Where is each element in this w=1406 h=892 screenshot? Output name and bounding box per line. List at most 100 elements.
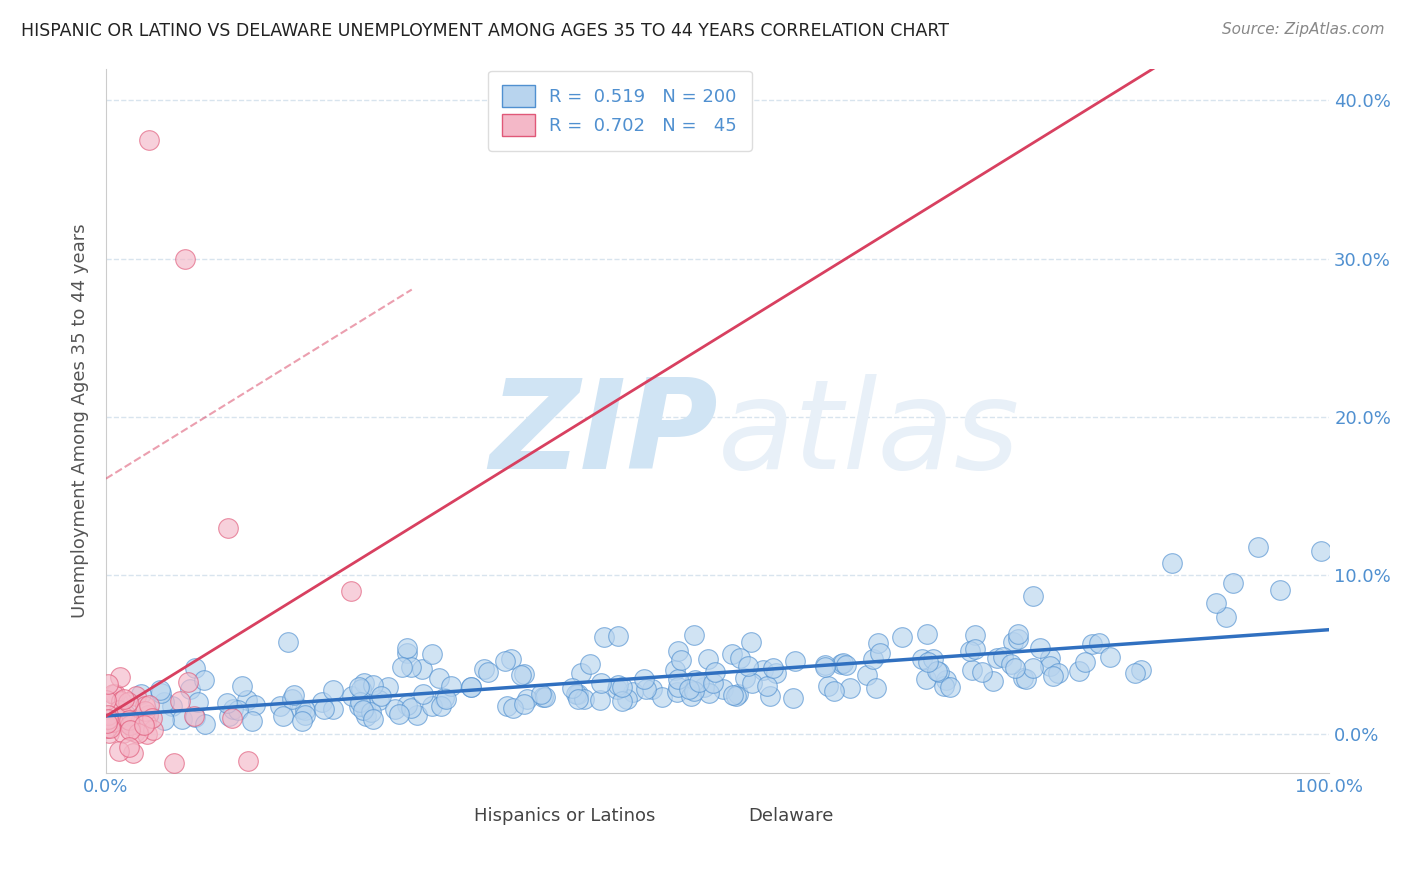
Point [231,679,253,693]
Point [115,716,138,731]
Point [118,740,141,755]
Point [135,716,157,731]
Text: HISPANIC OR LATINO VS DELAWARE UNEMPLOYMENT AMONG AGES 35 TO 44 YEARS CORRELATIO: HISPANIC OR LATINO VS DELAWARE UNEMPLOYM… [21,22,949,40]
Point [728,650,751,665]
Point [758,690,780,704]
Point [222,701,245,715]
Point [669,653,692,667]
Point [501,652,523,666]
Point [823,683,845,698]
Point [579,657,602,672]
Point [1098,649,1121,664]
Point [142,723,165,737]
Point [183,709,205,723]
Point [118,713,141,727]
Point [927,664,949,678]
Point [830,657,852,671]
Point [814,659,837,673]
Point [172,712,194,726]
Point [697,652,720,666]
Point [460,681,482,695]
Point [666,680,689,694]
Point [136,708,159,723]
Point [367,693,389,707]
Point [530,687,553,701]
Point [960,663,983,677]
Point [117,712,139,726]
Point [153,713,176,727]
Point [112,710,135,724]
Point [593,630,616,644]
Point [240,714,263,728]
Point [633,672,655,686]
Point [891,630,914,644]
Point [163,756,186,770]
Text: ZIP: ZIP [489,375,717,495]
Point [108,703,131,717]
Point [96,721,118,735]
Point [607,629,630,643]
Point [683,628,706,642]
Point [915,672,938,686]
Point [179,682,201,697]
Point [856,667,879,681]
Point [235,693,257,707]
Point [350,681,373,696]
Point [641,682,664,697]
Point [1039,651,1062,665]
Point [430,699,453,714]
Text: Hispanics or Latinos: Hispanics or Latinos [474,806,655,824]
Point [1129,663,1152,677]
Text: Delaware: Delaware [748,806,834,824]
Point [117,695,139,709]
Point [96,707,118,722]
Point [591,676,613,690]
Point [193,717,215,731]
Point [108,711,131,725]
Point [1022,589,1045,603]
Point [120,718,142,732]
Point [606,678,628,692]
Point [127,726,149,740]
Point [153,695,176,709]
Point [294,708,316,723]
Point [112,726,135,740]
Point [725,689,748,703]
Point [134,699,156,714]
Point [401,701,423,715]
Point [911,652,934,666]
Point [561,681,583,695]
Point [963,627,986,641]
Point [814,657,837,672]
Point [610,680,633,694]
Point [534,690,557,704]
Point [693,680,716,694]
Point [281,692,304,706]
Point [120,698,142,713]
Point [741,675,763,690]
Point [96,692,118,706]
Point [634,681,657,696]
Point [513,697,536,711]
Point [685,673,707,687]
Point [353,676,375,690]
Text: atlas: atlas [717,375,1019,495]
Point [666,685,689,699]
Point [97,712,120,726]
Point [361,678,384,692]
Point [939,680,962,694]
Point [322,683,344,698]
Point [370,689,392,703]
Point [510,667,533,681]
Point [103,715,125,730]
Point [917,655,939,669]
Point [495,698,517,713]
Legend: R =  0.519   N = 200, R =  0.702   N =   45: R = 0.519 N = 200, R = 0.702 N = 45 [488,70,752,151]
Point [311,695,333,709]
Point [395,641,418,656]
Point [377,680,399,694]
Point [785,654,807,668]
Point [1002,635,1025,649]
Point [666,644,689,658]
Point [433,690,456,705]
